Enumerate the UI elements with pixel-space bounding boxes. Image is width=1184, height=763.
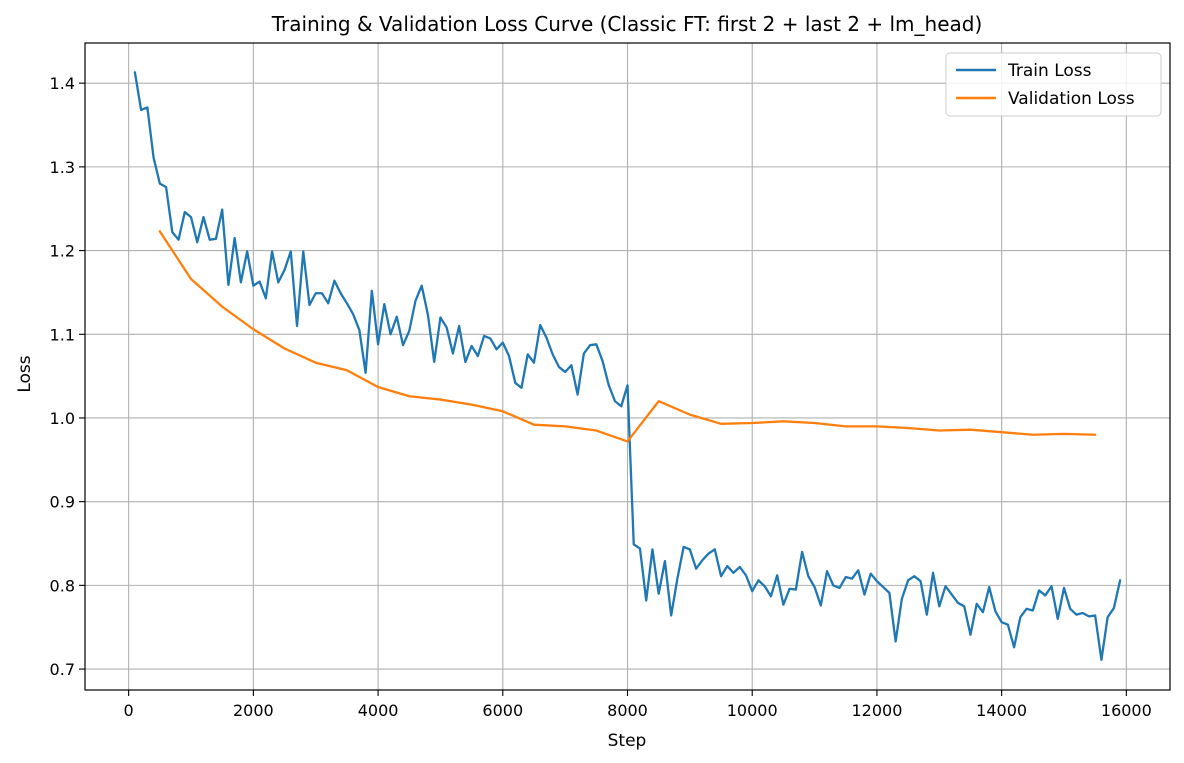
x-tick-label: 0	[124, 701, 134, 720]
y-tick-label: 1.0	[50, 409, 75, 428]
x-tick-label: 2000	[233, 701, 274, 720]
x-tick-label: 4000	[358, 701, 399, 720]
y-tick-label: 0.9	[50, 493, 75, 512]
y-tick-label: 1.2	[50, 242, 75, 261]
y-tick-label: 1.3	[50, 158, 75, 177]
y-axis-ticks: 0.7 0.8 0.9 1.0 1.1 1.2 1.3 1.4	[50, 74, 85, 679]
x-tick-label: 14000	[976, 701, 1027, 720]
y-tick-label: 1.1	[50, 325, 75, 344]
x-tick-label: 12000	[851, 701, 902, 720]
x-tick-label: 16000	[1101, 701, 1152, 720]
x-axis-label: Step	[608, 731, 647, 751]
series-line-train-loss	[133, 71, 1122, 662]
y-tick-label: 0.7	[50, 660, 75, 679]
x-tick-label: 6000	[482, 701, 523, 720]
legend-box	[945, 52, 1162, 117]
y-tick-label: 0.8	[50, 576, 75, 595]
x-axis-ticks: 0 2000 4000 6000 8000 10000 12000 14000 16000	[124, 690, 1152, 720]
chart-title: Training & Validation Loss Curve (Classi…	[271, 12, 983, 36]
y-axis-label: Loss	[15, 355, 35, 392]
legend-label-train-loss: Train Loss	[1007, 61, 1092, 81]
series-layer	[133, 71, 1122, 662]
legend-label-validation-loss: Validation Loss	[1008, 89, 1135, 109]
legend: Train Loss Validation Loss	[945, 52, 1162, 117]
x-tick-label: 8000	[607, 701, 648, 720]
y-tick-label: 1.4	[50, 74, 75, 93]
series-line-validation-loss	[158, 230, 1097, 443]
grid-lines	[85, 43, 1170, 690]
x-tick-label: 10000	[727, 701, 778, 720]
